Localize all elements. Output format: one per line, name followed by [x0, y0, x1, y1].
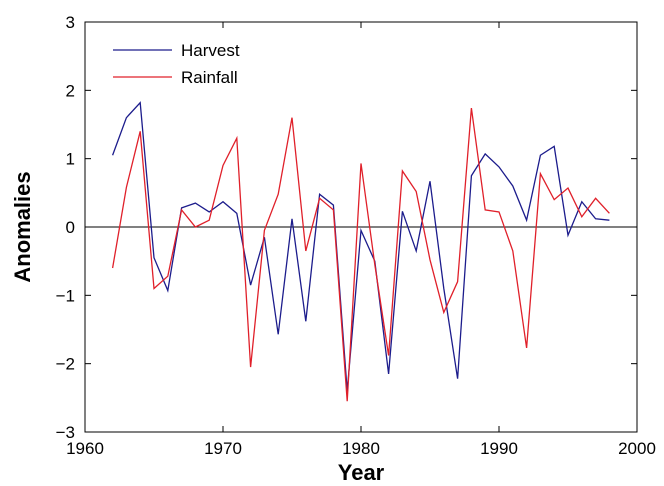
y-tick-label: −3	[56, 423, 75, 442]
x-tick-label: 1980	[342, 439, 380, 458]
legend-label-rainfall: Rainfall	[181, 68, 238, 87]
x-tick-label: 1990	[480, 439, 518, 458]
y-tick-label: 0	[66, 218, 75, 237]
x-tick-label: 1960	[66, 439, 104, 458]
y-tick-label: −2	[56, 355, 75, 374]
legend: Harvest Rainfall	[113, 41, 240, 87]
plot-frame	[84, 21, 638, 433]
x-axis-title: Year	[338, 460, 385, 485]
x-tick-label: 2000	[618, 439, 656, 458]
series-layer	[111, 101, 610, 402]
y-axis-title: Anomalies	[10, 171, 35, 282]
series-line-rainfall	[111, 108, 610, 402]
y-tick-label: 3	[66, 13, 75, 32]
y-tick-label: 2	[66, 81, 75, 100]
x-tick-label: 1970	[204, 439, 242, 458]
y-tick-label: 1	[66, 150, 75, 169]
x-axis-ticks: 1960 1970 1980 1990 2000	[66, 22, 656, 458]
legend-label-harvest: Harvest	[181, 41, 240, 60]
y-tick-label: −1	[56, 286, 75, 305]
series-line-harvest	[111, 101, 610, 392]
